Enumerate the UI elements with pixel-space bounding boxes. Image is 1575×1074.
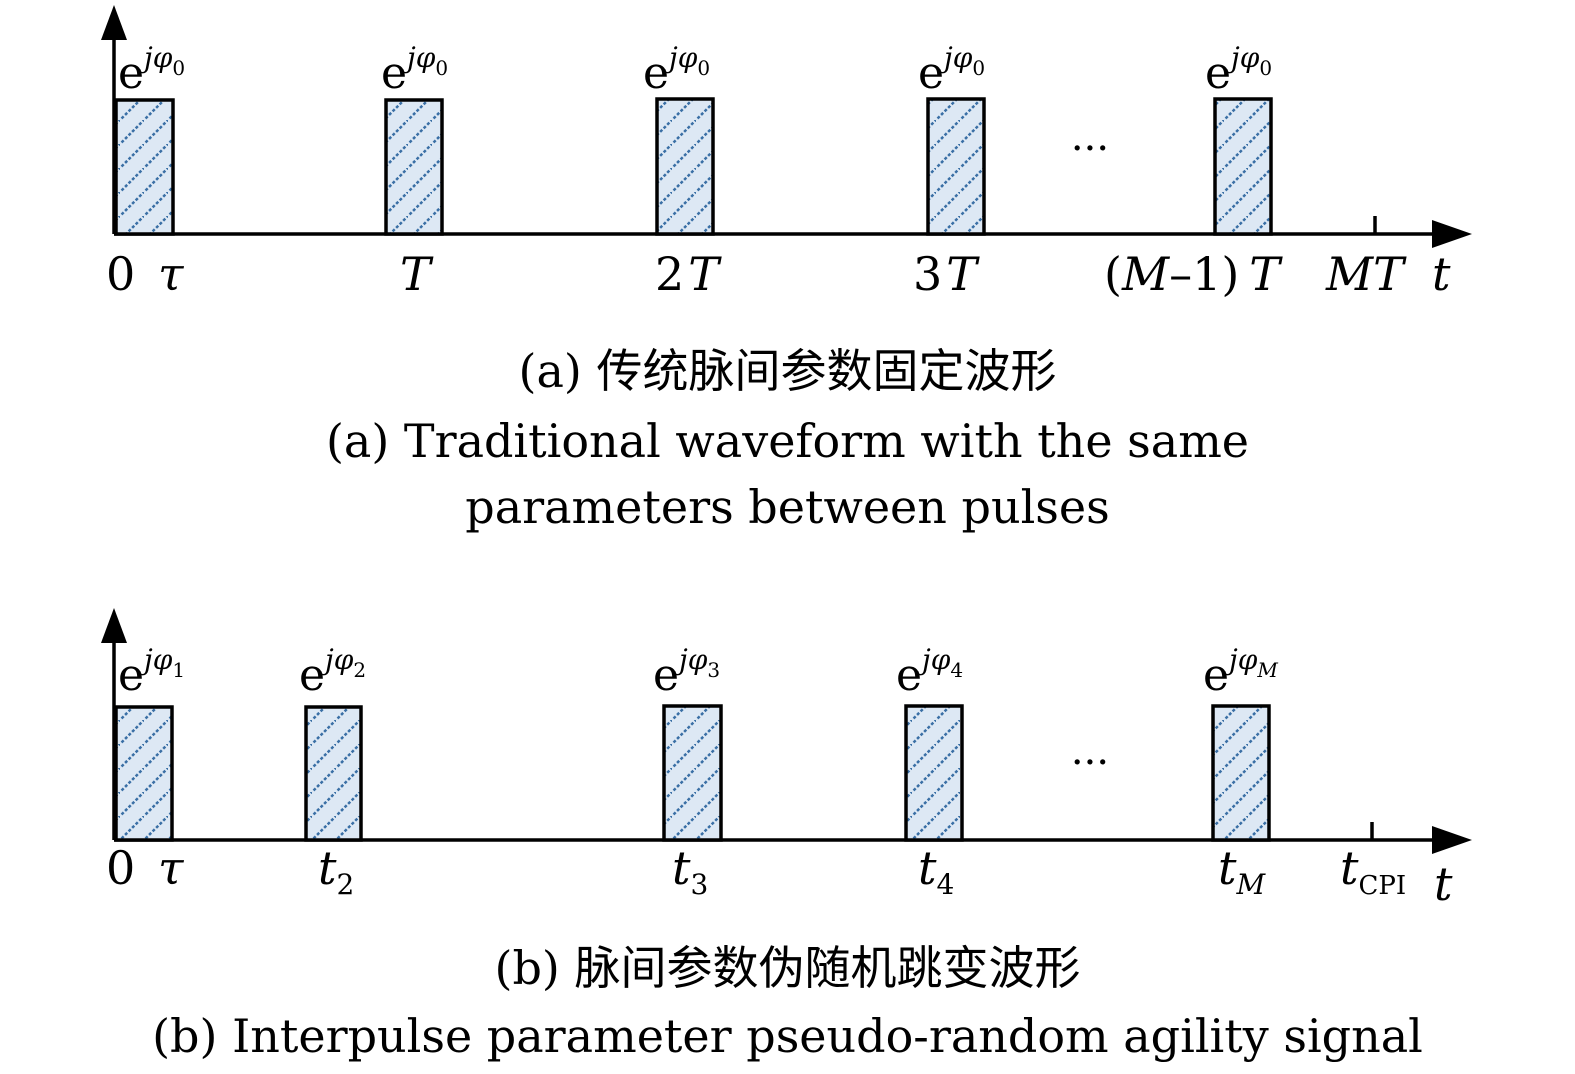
panel-b-pulse-4 bbox=[904, 704, 964, 842]
panel-a-ellipsis: ··· bbox=[1071, 126, 1109, 172]
panel-b-phase-label-5: ejφM bbox=[1203, 643, 1278, 701]
panel-a-pulse-3 bbox=[655, 97, 715, 236]
panel-a-pulse-5 bbox=[1213, 97, 1273, 236]
panel-b-pulse-5 bbox=[1211, 704, 1271, 842]
panel-a-phase-label-3: ejφ0 bbox=[643, 41, 710, 99]
panel-a-tick-m1t: (M–1) T bbox=[1104, 247, 1283, 301]
panel-b-tick-tm: tM bbox=[1218, 841, 1267, 901]
panel-b-tick-tau: τ bbox=[158, 841, 185, 895]
panel-a-phase-label-2: ejφ0 bbox=[381, 41, 448, 99]
panel-a-pulse-4 bbox=[926, 97, 986, 236]
panel-a-phase-label-4: ejφ0 bbox=[918, 41, 985, 99]
panel-b-tick-t4: t4 bbox=[918, 841, 954, 901]
panel-a-pulse-1 bbox=[114, 98, 175, 236]
panel-b-pulse-2 bbox=[304, 705, 363, 842]
panel-b-phase-label-3: ejφ3 bbox=[653, 643, 720, 701]
panel-a-tick-t: T bbox=[400, 247, 434, 301]
panel-b-phase-label-2: ejφ2 bbox=[299, 643, 366, 701]
panel-b-pulse-3 bbox=[662, 704, 723, 842]
panel-a-y-axis-arrow bbox=[101, 5, 127, 40]
panel-a-axis-label-t: t bbox=[1432, 247, 1451, 301]
panel-b-tick-zero: 0 bbox=[106, 841, 135, 895]
panel-b-caption-en: (b) Interpulse parameter pseudo-random a… bbox=[152, 1009, 1423, 1063]
panel-a-caption-cn: (a) 传统脉间参数固定波形 bbox=[518, 344, 1057, 398]
panel-a-tick-mt: MT bbox=[1325, 247, 1407, 301]
panel-a-phase-label-5: ejφ0 bbox=[1205, 41, 1272, 99]
panel-b-tick-t2: t2 bbox=[318, 841, 354, 901]
panel-b-tick-t3: t3 bbox=[672, 841, 708, 901]
panel-b-diagram: ejφ1 ejφ2 ejφ3 ejφ4 ejφM ··· 0 τ t2 t3 t… bbox=[101, 608, 1472, 911]
panel-a-tick-tau: τ bbox=[158, 247, 185, 301]
panel-a-phase-label-1: ejφ0 bbox=[118, 41, 185, 99]
panel-b-axis-label-t: t bbox=[1434, 857, 1453, 911]
panel-a-x-axis-arrow bbox=[1432, 220, 1472, 248]
panel-b-pulse-1 bbox=[114, 705, 174, 842]
panel-b-tick-tcpi: tCPI bbox=[1340, 841, 1406, 901]
panel-b-y-axis-arrow bbox=[101, 608, 127, 643]
panel-a-tick-zero: 0 bbox=[106, 247, 135, 301]
panel-a-tick-2t: 2T bbox=[655, 247, 722, 301]
panel-b-phase-label-4: ejφ4 bbox=[896, 643, 963, 701]
panel-a-caption-en-line1: (a) Traditional waveform with the same bbox=[325, 414, 1250, 468]
panel-a-diagram: ejφ0 ejφ0 ejφ0 ejφ0 ejφ0 ··· 0 τ T 2T 3T… bbox=[101, 5, 1472, 301]
panel-a-tick-3t: 3T bbox=[913, 247, 980, 301]
panel-a-pulse-2 bbox=[384, 98, 444, 236]
panel-b-caption-cn: (b) 脉间参数伪随机跳变波形 bbox=[494, 941, 1081, 995]
panel-b-phase-label-1: ejφ1 bbox=[118, 643, 185, 701]
panel-b-ellipsis: ··· bbox=[1071, 740, 1109, 786]
panel-b-x-axis-arrow bbox=[1432, 826, 1472, 854]
panel-a-caption-en-line2: parameters between pulses bbox=[465, 480, 1110, 534]
